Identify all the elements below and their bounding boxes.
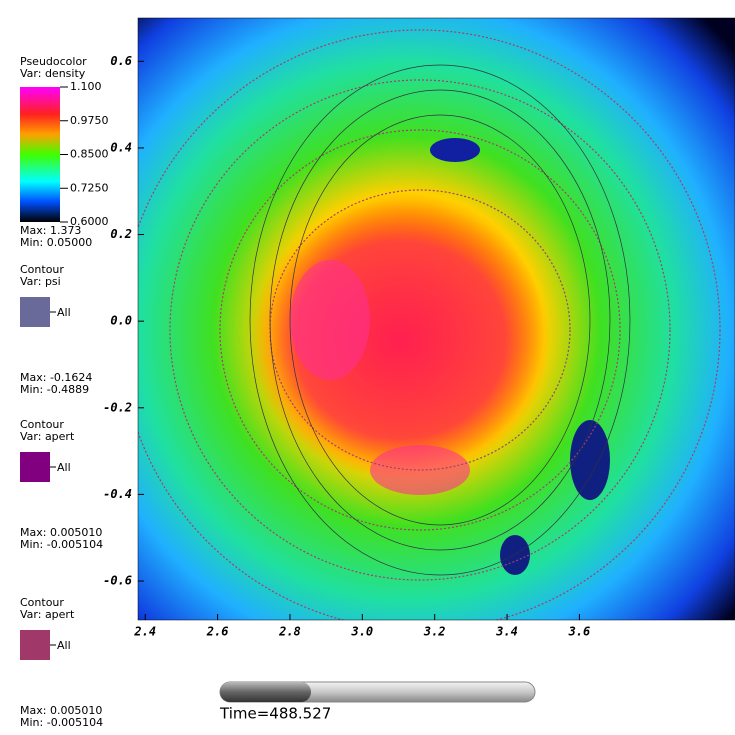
legend-var: Var: apert — [20, 430, 75, 443]
legend-swatch — [20, 630, 50, 660]
legend-entry: All — [57, 306, 71, 319]
legend-title: Contour — [20, 418, 64, 431]
legend-entry: All — [57, 639, 71, 652]
x-tick-label: 3.0 — [350, 625, 373, 639]
legend-min: Min: -0.4889 — [20, 383, 89, 396]
x-tick-label: 2.8 — [278, 625, 301, 639]
y-tick-label: 0.0 — [110, 314, 132, 328]
axes: 2.4 2.6 2.8 3.0 3.2 3.4 3.6 0.6 0.4 0.2 0.0 -0.2 -0.… — [103, 54, 590, 639]
colorbar-tick-label: 0.9750 — [70, 114, 109, 127]
time-slider: Time=488.527 — [219, 681, 536, 723]
colorbar-tick-label: 0.6000 — [70, 215, 109, 228]
legend-max: Max: 1.373 — [20, 224, 81, 237]
legend-var: Var: density — [20, 67, 86, 80]
y-tick-label: -0.4 — [103, 487, 132, 501]
y-tick-label: -0.2 — [103, 400, 132, 414]
legend-max: Max: 0.005010 — [20, 526, 102, 539]
legend-swatch — [20, 297, 50, 327]
x-tick-label: 3.2 — [423, 625, 446, 639]
legend-title: Contour — [20, 596, 64, 609]
colorbar-tick-label: 1.100 — [70, 80, 102, 93]
colorbar-tick-label: 0.7250 — [70, 181, 109, 194]
x-tick-label: 3.6 — [568, 625, 591, 639]
time-label: Time=488.527 — [219, 705, 331, 723]
x-tick-label: 3.4 — [495, 625, 518, 639]
legend-max: Max: -0.1624 — [20, 371, 92, 384]
legend-title: Pseudocolor — [20, 55, 87, 68]
legend-min: Min: -0.005104 — [20, 716, 103, 729]
contour-lines — [138, 29, 721, 620]
legend-swatch — [20, 452, 50, 482]
colorbar — [20, 87, 60, 222]
legend-entry: All — [57, 461, 71, 474]
y-tick-label: 0.2 — [110, 227, 132, 241]
x-tick-label: 2.4 — [133, 625, 156, 639]
legend-var: Var: psi — [20, 275, 61, 288]
plot-field — [138, 18, 735, 620]
x-tick-label: 2.6 — [206, 625, 229, 639]
colorbar-tick-label: 0.8500 — [70, 148, 109, 161]
legend-max: Max: 0.005010 — [20, 704, 102, 717]
legend-title: Contour — [20, 263, 64, 276]
legend-min: Min: 0.05000 — [20, 236, 92, 249]
y-tick-label: 0.6 — [110, 54, 132, 68]
legend-min: Min: -0.005104 — [20, 538, 103, 551]
y-tick-label: -0.6 — [103, 574, 132, 588]
psi-contours — [249, 64, 631, 576]
legend-var: Var: apert — [20, 608, 75, 621]
y-tick-label: 0.4 — [110, 140, 132, 154]
